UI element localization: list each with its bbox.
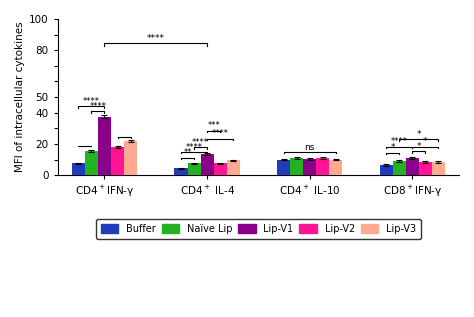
Bar (85, 151, 98, 175)
Bar (393, 161, 406, 175)
Text: *: * (417, 142, 421, 151)
Bar (277, 159, 290, 175)
Bar (406, 158, 419, 175)
Bar (290, 158, 303, 175)
Bar (432, 162, 445, 175)
Bar (380, 165, 393, 175)
Y-axis label: MFI of intracellular cytokines: MFI of intracellular cytokines (15, 22, 25, 172)
Text: ****: **** (192, 138, 209, 147)
Bar (188, 164, 201, 175)
Bar (111, 147, 124, 175)
Bar (303, 159, 316, 175)
Text: ****: **** (185, 143, 202, 152)
Bar (72, 164, 85, 175)
Text: **: ** (183, 148, 192, 157)
Text: *: * (423, 137, 428, 146)
Legend: Buffer, Naïve Lip, Lip-V1, Lip-V2, Lip-V3: Buffer, Naïve Lip, Lip-V1, Lip-V2, Lip-V… (96, 219, 421, 239)
Bar (174, 168, 188, 175)
Bar (227, 160, 240, 175)
Bar (124, 141, 137, 175)
Text: ****: **** (391, 137, 408, 146)
Bar (214, 164, 227, 175)
Bar (201, 154, 214, 175)
Text: ****: **** (90, 102, 107, 111)
Text: ***: *** (207, 121, 220, 130)
Text: ns: ns (304, 143, 315, 152)
Bar (329, 159, 342, 175)
Text: ****: **** (212, 129, 228, 138)
Bar (419, 162, 432, 175)
Bar (98, 117, 111, 175)
Bar (316, 158, 329, 175)
Text: *: * (391, 143, 395, 152)
Text: ****: **** (147, 34, 165, 43)
Text: ****: **** (83, 97, 100, 106)
Text: *: * (417, 130, 421, 139)
